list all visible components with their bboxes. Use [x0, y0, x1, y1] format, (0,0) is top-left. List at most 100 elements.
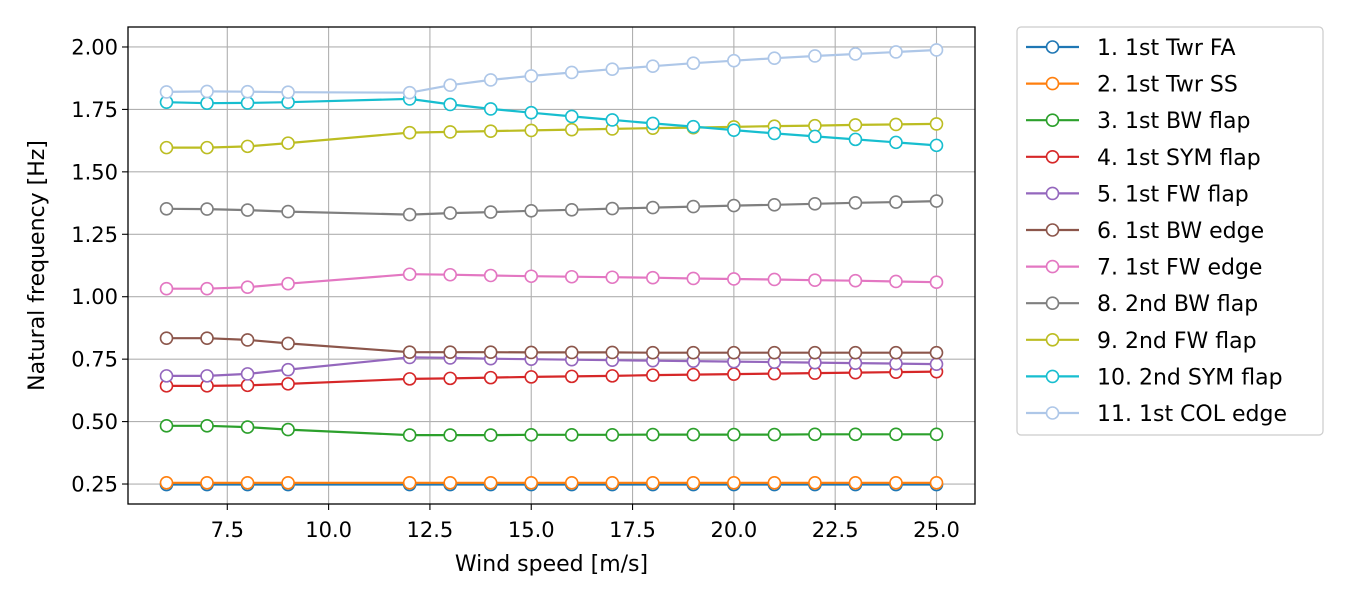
data-point: [240, 420, 255, 434]
series-6: [159, 331, 944, 360]
data-point: [646, 475, 660, 490]
data-point: [281, 377, 295, 391]
data-point: [200, 84, 214, 99]
data-point: [240, 367, 255, 381]
data-point: [808, 475, 822, 490]
data-point: [848, 475, 863, 490]
data-point: [483, 345, 498, 359]
data-point: [646, 368, 660, 382]
data-point: [524, 475, 539, 490]
data-point: [240, 96, 255, 110]
data-point: [646, 270, 660, 285]
x-tick-label: 25.0: [913, 518, 960, 542]
data-point: [686, 345, 701, 360]
data-point: [564, 65, 579, 80]
data-point: [524, 123, 539, 138]
data-point: [200, 281, 214, 296]
series-3: [159, 419, 944, 442]
data-point: [443, 125, 457, 139]
data-point: [848, 118, 863, 132]
data-point: [646, 116, 660, 131]
legend-marker: [1045, 296, 1060, 311]
legend-item: 9. 2nd FW flap: [1026, 329, 1257, 354]
legend-label: 3. 1st BW flap: [1097, 109, 1250, 134]
data-point: [240, 333, 255, 347]
data-point: [767, 272, 782, 287]
data-point: [402, 207, 417, 222]
data-point: [564, 203, 579, 217]
x-tick-label: 22.5: [812, 518, 859, 542]
data-point: [524, 370, 539, 384]
data-point: [564, 428, 579, 442]
data-point: [889, 195, 903, 209]
data-point: [402, 267, 417, 282]
data-point: [848, 196, 863, 210]
data-point: [808, 197, 822, 211]
data-point: [727, 123, 741, 137]
data-point: [200, 369, 214, 383]
legend-item: 6. 1st BW edge: [1026, 219, 1264, 244]
data-point: [929, 194, 944, 208]
data-point: [564, 122, 579, 137]
data-point: [524, 269, 539, 284]
data-point: [605, 369, 620, 383]
data-point: [200, 475, 214, 490]
data-point: [767, 51, 782, 66]
y-tick-label: 1.00: [71, 285, 118, 309]
data-point: [443, 428, 457, 442]
data-point: [727, 272, 741, 286]
data-point: [564, 269, 579, 284]
legend-label: 8. 2nd BW flap: [1097, 292, 1258, 317]
x-tick-label: 15.0: [508, 518, 555, 542]
data-point: [808, 273, 822, 288]
data-point: [281, 204, 295, 219]
data-point: [686, 475, 701, 490]
data-point: [443, 206, 457, 220]
data-point: [767, 427, 782, 442]
legend-label: 4. 1st SYM flap: [1097, 146, 1261, 171]
x-axis-label: Wind speed [m/s]: [455, 552, 648, 577]
data-point: [402, 125, 417, 140]
legend-label: 6. 1st BW edge: [1097, 219, 1264, 244]
y-tick-label: 1.50: [71, 160, 118, 184]
data-point: [929, 117, 944, 131]
data-point: [808, 427, 822, 442]
data-point: [848, 47, 863, 61]
y-tick-label: 1.25: [71, 223, 118, 247]
data-point: [443, 371, 457, 386]
data-point: [686, 427, 701, 442]
data-point: [889, 135, 903, 150]
legend-item: 4. 1st SYM flap: [1026, 146, 1261, 171]
series-lines: [159, 43, 944, 492]
legend-item: 2. 1st Twr SS: [1026, 73, 1238, 98]
data-point: [240, 84, 255, 99]
series-10: [159, 92, 944, 153]
data-point: [889, 117, 903, 132]
data-point: [889, 345, 903, 360]
legend-label: 2. 1st Twr SS: [1097, 73, 1238, 98]
legend-label: 7. 1st FW edge: [1097, 256, 1262, 281]
y-tick-label: 2.00: [71, 35, 118, 59]
legend-label: 1. 1st Twr FA: [1097, 36, 1236, 61]
data-point: [524, 204, 539, 218]
data-point: [889, 274, 903, 289]
data-point: [281, 136, 295, 150]
data-point: [240, 139, 255, 154]
data-point: [889, 427, 903, 442]
data-point: [281, 422, 295, 437]
data-point: [443, 345, 457, 359]
data-point: [686, 199, 701, 214]
data-point: [200, 140, 214, 155]
data-point: [605, 475, 620, 490]
data-point: [727, 475, 741, 490]
legend-marker: [1045, 332, 1060, 347]
data-point: [159, 202, 174, 216]
data-point: [159, 281, 174, 296]
legend-marker: [1045, 76, 1060, 91]
data-point: [929, 357, 944, 371]
data-point: [200, 96, 214, 110]
data-point: [443, 475, 457, 490]
y-tick-label: 0.75: [71, 348, 118, 372]
data-point: [281, 85, 295, 99]
y-tick-label: 0.25: [71, 473, 118, 497]
